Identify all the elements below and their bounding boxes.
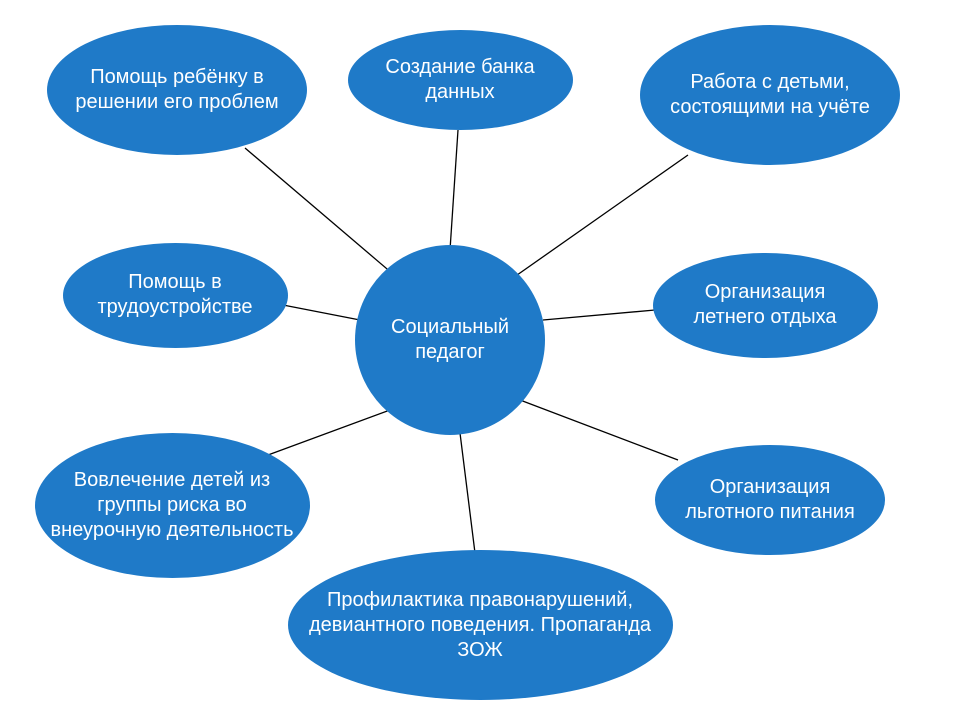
node-n3-label: Работа с детьми, состоящими на учёте bbox=[654, 70, 886, 120]
edge bbox=[543, 310, 655, 320]
node-n2: Создание банка данных bbox=[348, 30, 573, 130]
node-n7: Организация льготного питания bbox=[655, 445, 885, 555]
node-n1-label: Помощь ребёнку в решении его проблем bbox=[61, 65, 293, 115]
edge bbox=[268, 410, 390, 455]
node-n6-label: Вовлечение детей из группы риска во внеу… bbox=[49, 468, 296, 543]
edge bbox=[245, 148, 400, 280]
edge bbox=[283, 305, 360, 320]
center-node-label: Социальный педагог bbox=[369, 315, 531, 365]
edge bbox=[510, 155, 688, 280]
node-n8-label: Профилактика правонарушений, девиантного… bbox=[302, 588, 659, 663]
node-n8: Профилактика правонарушений, девиантного… bbox=[288, 550, 673, 700]
node-n3: Работа с детьми, состоящими на учёте bbox=[640, 25, 900, 165]
node-n6: Вовлечение детей из группы риска во внеу… bbox=[35, 433, 310, 578]
edge bbox=[460, 433, 475, 553]
diagram-canvas: Помощь ребёнку в решении его проблем Созд… bbox=[0, 0, 960, 720]
node-n7-label: Организация льготного питания bbox=[669, 475, 871, 525]
node-n4-label: Помощь в трудоустройстве bbox=[77, 270, 274, 320]
node-n5-label: Организация летнего отдыха bbox=[667, 280, 864, 330]
node-n2-label: Создание банка данных bbox=[362, 55, 559, 105]
center-node: Социальный педагог bbox=[355, 245, 545, 435]
edge bbox=[450, 130, 458, 250]
node-n4: Помощь в трудоустройстве bbox=[63, 243, 288, 348]
node-n1: Помощь ребёнку в решении его проблем bbox=[47, 25, 307, 155]
node-n5: Организация летнего отдыха bbox=[653, 253, 878, 358]
edge bbox=[520, 400, 678, 460]
